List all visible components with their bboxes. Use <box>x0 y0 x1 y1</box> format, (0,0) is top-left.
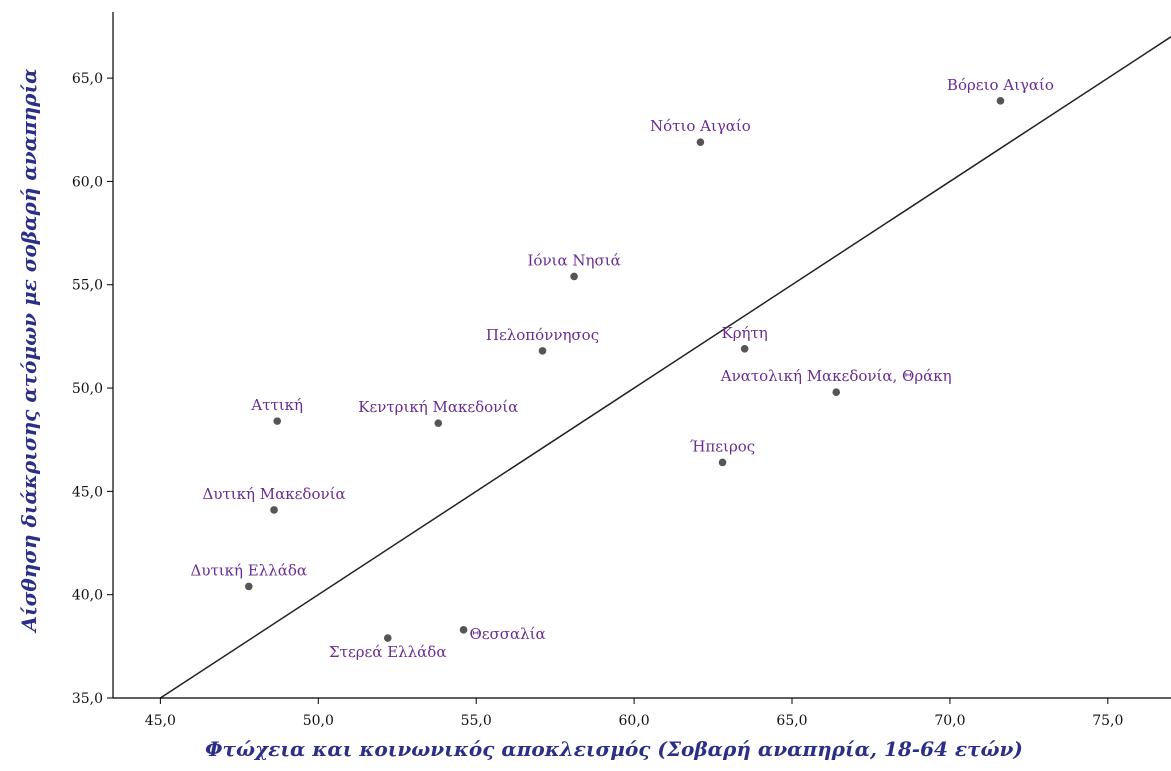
point-label: Νότιο Αιγαίο <box>650 117 751 135</box>
x-tick-label: 70,0 <box>934 713 965 729</box>
point-label: Δυτική Μακεδονία <box>203 485 346 503</box>
data-point <box>740 345 749 353</box>
y-ticks: 35,0 40,0 45,0 50,0 55,0 60,0 65,0 <box>72 71 113 707</box>
y-tick-label: 60,0 <box>72 174 103 190</box>
data-point <box>696 138 705 146</box>
y-tick-label: 55,0 <box>72 278 103 294</box>
data-point <box>245 582 253 591</box>
point-label: Κρήτη <box>721 324 767 342</box>
y-tick-label: 65,0 <box>72 71 103 87</box>
reference-line <box>159 36 1171 699</box>
data-point <box>538 347 547 355</box>
point-label: Ήπειρος <box>690 437 755 455</box>
x-axis-title: Φτώχεια και κοινωνικός αποκλεισμός (Σοβα… <box>205 737 1023 761</box>
x-tick-label: 50,0 <box>303 713 334 729</box>
point-label: Πελοπόννησος <box>486 326 599 344</box>
point-label: Βόρειο Αιγαίο <box>947 76 1054 94</box>
axes <box>112 12 1171 699</box>
data-point <box>832 388 841 396</box>
y-tick-label: 40,0 <box>72 588 103 604</box>
y-tick-label: 35,0 <box>72 691 103 707</box>
x-tick-label: 55,0 <box>461 713 492 729</box>
point-label: Θεσσαλία <box>469 625 545 643</box>
data-points: Βόρειο Αιγαίο Νότιο Αιγαίο Ιόνια Νησιά Πελο… <box>191 76 1054 661</box>
data-point <box>383 634 392 642</box>
data-point <box>718 458 727 467</box>
x-ticks: 45,0 50,0 55,0 60,0 65,0 70,0 75,0 <box>145 698 1123 729</box>
x-tick-label: 60,0 <box>619 713 650 729</box>
data-point <box>270 506 278 514</box>
point-label: Ανατολική Μακεδονία, Θράκη <box>720 367 952 385</box>
y-axis-title: Αίσθηση διάκρισης ατόμων με σοβαρή αναπη… <box>17 68 41 633</box>
data-point <box>459 626 468 634</box>
x-tick-label: 65,0 <box>776 713 807 729</box>
point-label: Αττική <box>250 396 303 414</box>
point-label: Δυτική Ελλάδα <box>191 561 308 579</box>
data-point <box>570 272 578 281</box>
point-label: Ιόνια Νησιά <box>527 251 620 269</box>
data-point <box>434 419 443 427</box>
y-tick-label: 45,0 <box>72 484 103 500</box>
x-tick-label: 75,0 <box>1092 713 1123 729</box>
reference-line-layer <box>159 36 1171 699</box>
point-label: Κεντρική Μακεδονία <box>358 398 518 416</box>
y-tick-label: 50,0 <box>72 381 103 397</box>
point-label: Στερεά Ελλάδα <box>329 643 446 661</box>
x-tick-label: 45,0 <box>145 713 176 729</box>
data-point <box>273 417 282 425</box>
data-point <box>996 97 1005 105</box>
